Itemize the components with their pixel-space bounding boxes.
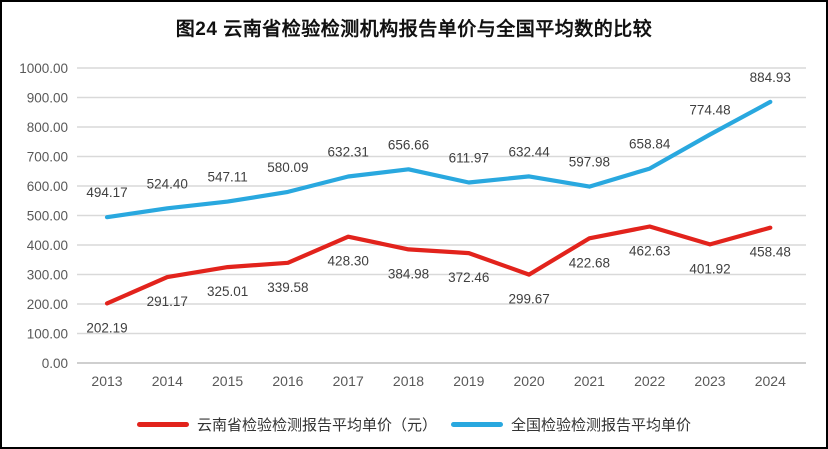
data-label: 325.01 [207, 284, 248, 299]
legend-swatch-national-blue-line [451, 422, 503, 427]
data-label: 384.98 [388, 266, 429, 281]
legend-label-national: 全国检验检测报告平均单价 [511, 417, 692, 434]
data-label: 202.19 [86, 320, 127, 335]
y-tick-label: 900.00 [27, 90, 68, 105]
data-label: 422.68 [569, 255, 610, 270]
y-tick-label: 500.00 [27, 208, 68, 223]
data-label: 632.31 [328, 144, 369, 159]
y-tick-label: 0.00 [42, 356, 68, 371]
data-label: 632.44 [508, 144, 550, 159]
x-tick-label: 2023 [694, 373, 725, 389]
x-tick-label: 2018 [393, 373, 424, 389]
y-tick-label: 400.00 [27, 238, 68, 253]
data-label: 458.48 [750, 245, 791, 260]
data-label: 547.11 [207, 170, 247, 185]
data-label: 372.46 [448, 270, 489, 285]
chart-title: 图24 云南省检验检测机构报告单价与全国平均数的比较 [175, 19, 653, 40]
y-tick-label: 700.00 [27, 149, 68, 164]
data-label: 597.98 [569, 155, 610, 170]
legend-item-yunnan: 云南省检验检测报告平均单价（元） [136, 414, 437, 435]
x-tick-label: 2019 [453, 373, 484, 389]
legend: 云南省检验检测报告平均单价（元） 全国检验检测报告平均单价 [2, 414, 826, 435]
y-tick-label: 1000.00 [19, 61, 68, 76]
x-tick-label: 2013 [91, 373, 122, 389]
data-label: 291.17 [147, 294, 188, 309]
x-tick-label: 2022 [634, 373, 665, 389]
x-tick-label: 2021 [574, 373, 605, 389]
series-line-1 [104, 99, 773, 220]
data-label: 656.66 [388, 137, 429, 152]
y-tick-label: 800.00 [27, 120, 68, 135]
legend-item-national: 全国检验检测报告平均单价 [451, 414, 691, 435]
data-label: 774.48 [689, 103, 730, 118]
data-label: 401.92 [689, 261, 730, 276]
legend-label-yunnan: 云南省检验检测报告平均单价（元） [196, 417, 437, 434]
y-tick-label: 600.00 [27, 179, 68, 194]
y-tick-label: 300.00 [27, 267, 68, 282]
data-label: 884.93 [750, 70, 791, 85]
data-label: 428.30 [328, 254, 369, 269]
x-tick-label: 2020 [514, 373, 545, 389]
data-label: 299.67 [508, 292, 549, 307]
data-label: 339.58 [267, 280, 308, 295]
legend-swatch-yunnan-red-line [136, 422, 189, 427]
x-tick-label: 2017 [333, 373, 364, 389]
series-line-0 [104, 224, 773, 306]
y-tick-label: 200.00 [27, 297, 68, 312]
data-label: 524.40 [147, 176, 188, 191]
y-tick-label: 100.00 [27, 326, 68, 341]
data-label: 462.63 [629, 244, 670, 259]
x-tick-label: 2024 [755, 373, 786, 389]
data-label: 658.84 [629, 137, 671, 152]
x-tick-label: 2016 [272, 373, 303, 389]
x-tick-label: 2014 [152, 373, 183, 389]
data-label: 611.97 [449, 150, 489, 165]
x-tick-label: 2015 [212, 373, 243, 389]
data-label: 494.17 [86, 185, 127, 200]
data-label: 580.09 [267, 160, 308, 175]
